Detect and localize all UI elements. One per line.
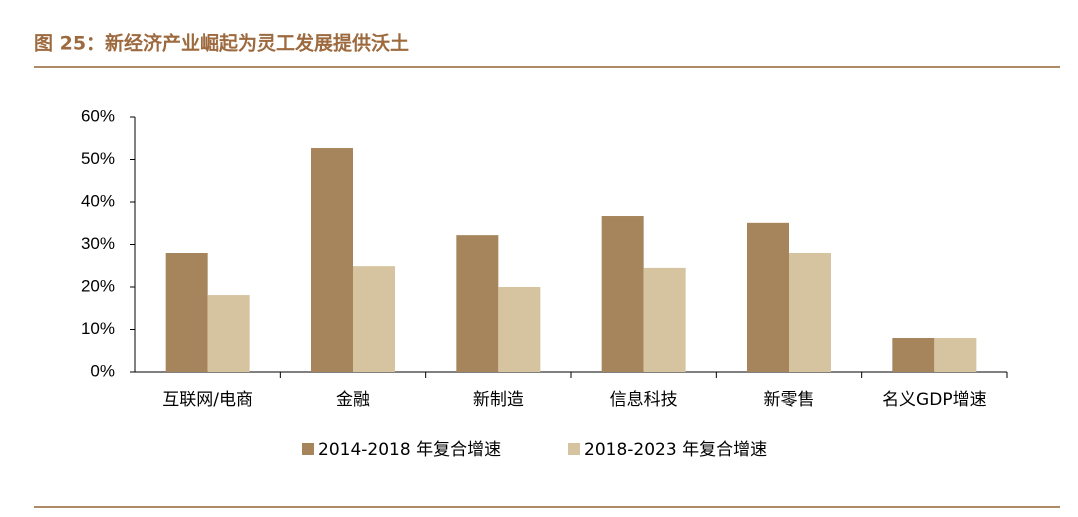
y-tick-label: 10%	[81, 319, 115, 338]
bar	[747, 222, 789, 372]
bar	[643, 267, 686, 372]
chart-title: 图 25：新经济产业崛起为灵工发展提供沃土	[34, 32, 409, 55]
x-tick-label: 新零售	[764, 390, 815, 410]
x-tick-label: 新制造	[473, 390, 524, 410]
y-tick-label: 20%	[81, 276, 115, 295]
legend-swatch	[568, 443, 580, 455]
y-tick-label: 60%	[81, 106, 115, 125]
x-tick-label: 互联网/电商	[162, 390, 253, 410]
bar	[165, 253, 208, 372]
y-tick-label: 30%	[81, 234, 115, 253]
legend-swatch	[302, 443, 314, 455]
legend-label: 2018-2023 年复合增速	[584, 440, 767, 460]
bar	[789, 253, 831, 372]
x-tick-label: 信息科技	[610, 390, 678, 410]
bar	[934, 338, 977, 372]
y-tick-label: 50%	[81, 149, 115, 168]
y-tick-label: 0%	[90, 361, 115, 380]
bar	[311, 148, 353, 372]
y-tick-label: 40%	[81, 191, 115, 210]
bar	[207, 295, 250, 372]
bar	[601, 216, 644, 372]
bar	[353, 266, 395, 372]
bar	[498, 287, 541, 372]
x-tick-label: 名义GDP增速	[882, 390, 987, 410]
bar	[892, 338, 935, 372]
bar	[456, 235, 499, 372]
x-tick-label: 金融	[336, 390, 370, 410]
legend-label: 2014-2018 年复合增速	[318, 440, 501, 460]
